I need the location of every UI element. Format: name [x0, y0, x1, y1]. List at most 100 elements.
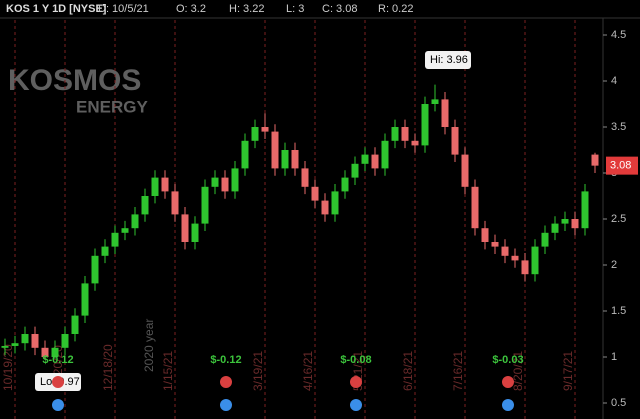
- x-tick-label: 12/18/20: [101, 344, 115, 391]
- candle-body: [441, 99, 449, 127]
- dividend-icon: [52, 376, 64, 388]
- candle-body: [481, 228, 489, 242]
- candle-body: [81, 283, 89, 316]
- candle-body: [461, 154, 469, 187]
- price-label: 3.08: [610, 160, 631, 172]
- candle-body: [261, 127, 269, 132]
- candle-body: [221, 177, 229, 192]
- candle-body: [121, 228, 129, 233]
- candle-body: [191, 223, 199, 242]
- candle-body: [101, 246, 109, 256]
- candle-body: [431, 99, 439, 104]
- candle-body: [91, 255, 99, 284]
- candle-body: [211, 177, 219, 187]
- x-tick-label: 8/20/21: [511, 351, 525, 391]
- candle-body: [21, 334, 29, 344]
- header-high: H: 3.22: [229, 3, 264, 15]
- candle-body: [61, 334, 69, 348]
- candle-body: [111, 232, 119, 247]
- candle-body: [291, 150, 299, 169]
- candle-body: [181, 214, 189, 242]
- header-date: D: 10/5/21: [98, 3, 149, 15]
- x-tick-label: 1/15/21: [161, 351, 175, 391]
- candle-body: [1, 345, 9, 348]
- candle-body: [271, 131, 279, 169]
- dividend-icon: [220, 376, 232, 388]
- candle-body: [581, 191, 589, 229]
- logo-sub: ENERGY: [76, 97, 148, 116]
- dividend-label: $-0.08: [340, 354, 371, 366]
- earnings-icon: [502, 399, 514, 411]
- candle-body: [421, 104, 429, 146]
- y-tick-label: 1: [611, 351, 617, 363]
- x-tick-label: 6/18/21: [401, 351, 415, 391]
- x-tick-label: 7/16/21: [451, 351, 465, 391]
- year-marker: 2020 year: [142, 319, 156, 372]
- candle-body: [141, 196, 149, 215]
- candle-body: [531, 246, 539, 275]
- header-low: L: 3: [286, 3, 304, 15]
- candle-body: [331, 191, 339, 215]
- y-tick-label: 3.5: [611, 121, 626, 133]
- y-tick-label: 0.5: [611, 397, 626, 409]
- candle-body: [171, 191, 179, 215]
- y-tick-label: 2.5: [611, 213, 626, 225]
- candle-body: [361, 154, 369, 164]
- candle-body: [591, 154, 599, 166]
- price-tag: [606, 156, 638, 175]
- earnings-icon: [220, 399, 232, 411]
- header-open: O: 3.2: [176, 3, 206, 15]
- candle-body: [341, 177, 349, 192]
- candle-body: [501, 246, 509, 256]
- candle-body: [451, 127, 459, 155]
- candle-body: [491, 242, 499, 247]
- candle-body: [131, 214, 139, 229]
- logo-name: KOSMOS: [8, 64, 141, 97]
- candle-body: [401, 127, 409, 141]
- candle-body: [521, 260, 529, 275]
- candle-body: [41, 347, 49, 357]
- candle-body: [551, 223, 559, 233]
- candle-body: [381, 140, 389, 169]
- candle-body: [561, 219, 569, 224]
- candle-body: [311, 186, 319, 201]
- candle-body: [351, 163, 359, 178]
- candle-body: [231, 168, 239, 192]
- candle-body: [71, 315, 79, 334]
- y-tick-label: 4: [611, 75, 617, 87]
- candle-body: [371, 154, 379, 169]
- candle-body: [161, 177, 169, 192]
- candle-body: [31, 334, 39, 348]
- candle-body: [11, 343, 19, 346]
- x-tick-label: 10/19/20: [1, 344, 15, 391]
- candle-body: [471, 186, 479, 229]
- candle-body: [321, 200, 329, 215]
- dividend-label: $-0.12: [210, 354, 241, 366]
- candle-body: [251, 127, 259, 141]
- candle-body: [151, 177, 159, 196]
- candle-body: [511, 255, 519, 261]
- y-tick-label: 4.5: [611, 29, 626, 41]
- dividend-icon: [350, 376, 362, 388]
- symbol-header: KOS 1 Y 1D [NYSE]: [6, 3, 107, 15]
- earnings-icon: [350, 399, 362, 411]
- x-tick-label: 3/19/21: [251, 351, 265, 391]
- candle-body: [301, 168, 309, 187]
- header-close: C: 3.08: [322, 3, 357, 15]
- candle-body: [51, 347, 59, 357]
- annotation-box: [425, 51, 471, 69]
- candle-body: [281, 150, 289, 169]
- annotation: Hi: 3.96: [430, 54, 468, 66]
- candle-body: [241, 140, 249, 169]
- dividend-label: $-0.03: [492, 354, 523, 366]
- x-tick-label: 4/16/21: [301, 351, 315, 391]
- dividend-label: $-0.12: [42, 354, 73, 366]
- y-tick-label: 2: [611, 259, 617, 271]
- candle-body: [571, 219, 579, 229]
- candle-body: [201, 186, 209, 224]
- candle-body: [541, 232, 549, 247]
- earnings-icon: [52, 399, 64, 411]
- candle-body: [411, 140, 419, 146]
